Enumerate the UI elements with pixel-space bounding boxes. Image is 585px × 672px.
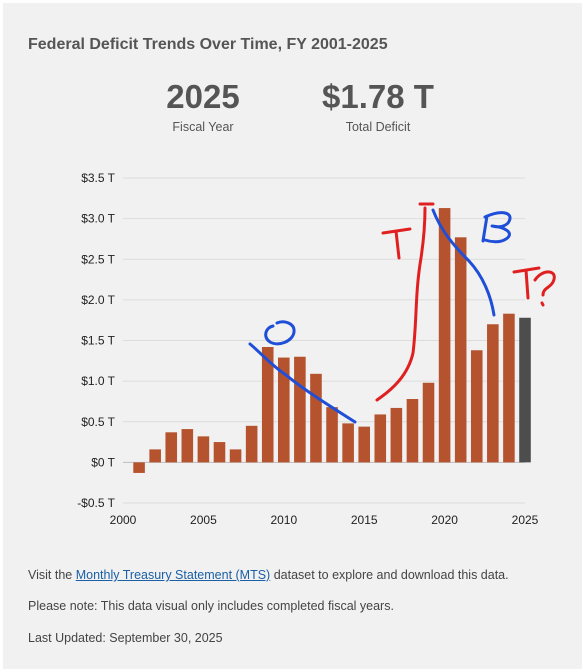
y-tick-label: -$0.5 T xyxy=(77,496,115,510)
annotation-o-circle xyxy=(264,320,296,346)
bar[interactable] xyxy=(213,442,226,463)
footer-last-updated: Last Updated: September 30, 2025 xyxy=(28,631,223,645)
x-tick-label: 2015 xyxy=(351,513,378,527)
x-axis-tick-labels: 2000 2005 2010 2015 2020 2025 xyxy=(110,513,539,527)
bar[interactable] xyxy=(438,208,451,463)
fiscal-year-label: Fiscal Year xyxy=(172,120,234,134)
bar[interactable] xyxy=(358,426,370,463)
y-tick-label: $1.5 T xyxy=(81,334,115,348)
footer-visit-suffix: dataset to explore and download this dat… xyxy=(270,568,509,582)
y-tick-label: $0 T xyxy=(91,455,115,469)
bar[interactable] xyxy=(149,449,161,463)
bar[interactable] xyxy=(454,237,467,463)
bar[interactable] xyxy=(278,357,290,463)
total-deficit-label: Total Deficit xyxy=(345,120,411,134)
annotation-t-question xyxy=(512,266,556,307)
y-tick-label: $3.0 T xyxy=(81,212,115,226)
annotation-t-letter xyxy=(381,227,412,260)
bar[interactable] xyxy=(133,462,145,473)
x-tick-label: 2020 xyxy=(431,513,458,527)
bar[interactable] xyxy=(470,350,483,463)
y-axis-tick-labels: -$0.5 T $0 T $0.5 T $1.0 T $1.5 T $2.0 T $2.5 … xyxy=(77,171,115,510)
bar[interactable] xyxy=(503,313,515,463)
y-tick-label: $0.5 T xyxy=(81,415,115,429)
footer-visit-prefix: Visit the xyxy=(28,568,76,582)
bar[interactable] xyxy=(294,356,306,463)
annotation-red-curve xyxy=(375,206,427,402)
bar[interactable] xyxy=(197,436,210,463)
mts-dataset-link[interactable]: Monthly Treasury Statement (MTS) xyxy=(75,568,271,582)
bar[interactable] xyxy=(406,399,419,463)
footer-note: Please note: This data visual only inclu… xyxy=(28,599,394,613)
fiscal-year-value: 2025 xyxy=(166,78,240,115)
bar[interactable] xyxy=(519,317,531,463)
annotation-b-letter xyxy=(481,211,512,244)
y-tick-label: $1.0 T xyxy=(81,374,115,388)
deficit-bar-chart: -$0.5 T $0 T $0.5 T $1.0 T $1.5 T $2.0 T $2.5 … xyxy=(77,171,556,527)
x-tick-label: 2005 xyxy=(190,513,217,527)
bar[interactable] xyxy=(261,347,274,463)
x-tick-label: 2000 xyxy=(110,513,137,527)
chart-title: Federal Deficit Trends Over Time, FY 200… xyxy=(28,36,388,53)
annotation-blue-curve-left xyxy=(248,342,357,424)
bar[interactable] xyxy=(229,449,242,463)
x-tick-label: 2025 xyxy=(512,513,539,527)
footer-visit-text: Visit the Monthly Treasury Statement (MT… xyxy=(28,568,509,582)
bar[interactable] xyxy=(342,423,354,463)
y-tick-label: $2.5 T xyxy=(81,252,115,266)
bar[interactable] xyxy=(245,425,258,463)
bar[interactable] xyxy=(310,373,322,463)
bar[interactable] xyxy=(390,407,403,463)
bar[interactable] xyxy=(326,407,338,463)
bar[interactable] xyxy=(422,382,435,463)
bar[interactable] xyxy=(165,432,178,463)
annotation-blue-curve-right xyxy=(431,208,496,317)
y-tick-label: $2.0 T xyxy=(81,293,115,307)
bar[interactable] xyxy=(487,324,499,463)
bars xyxy=(133,208,531,473)
y-tick-label: $3.5 T xyxy=(81,171,115,185)
chart-card: Federal Deficit Trends Over Time, FY 200… xyxy=(3,3,582,669)
total-deficit-stat: $1.78 T Total Deficit xyxy=(308,78,448,135)
x-tick-label: 2010 xyxy=(270,513,297,527)
handwritten-annotations xyxy=(248,202,556,424)
bar[interactable] xyxy=(374,414,387,463)
fiscal-year-stat: 2025 Fiscal Year xyxy=(153,78,253,135)
total-deficit-value: $1.78 T xyxy=(322,78,434,115)
bar[interactable] xyxy=(181,429,194,463)
